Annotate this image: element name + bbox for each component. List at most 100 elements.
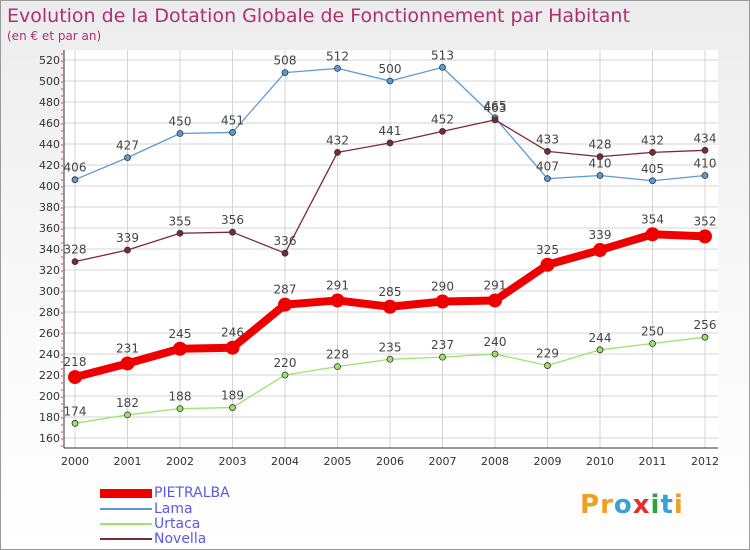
legend-item-novella: Novella [100, 531, 206, 547]
data-point [225, 340, 240, 355]
data-label: 240 [484, 335, 507, 349]
data-point [330, 293, 345, 308]
data-label: 432 [326, 133, 349, 147]
y-tick-label: 260 [39, 327, 60, 340]
data-label: 434 [694, 131, 717, 145]
data-point [596, 346, 604, 354]
data-label: 174 [64, 404, 87, 418]
data-point [71, 258, 79, 266]
y-tick-label: 480 [39, 96, 60, 109]
data-point [71, 176, 79, 184]
x-tick-label: 2006 [376, 455, 404, 468]
data-point [649, 177, 656, 185]
x-tick-label: 2009 [534, 455, 562, 468]
data-label: 406 [64, 161, 87, 175]
data-point [173, 341, 187, 356]
chart-subtitle: (en € et par an) [7, 29, 102, 43]
x-tick-label: 2007 [429, 455, 457, 468]
data-point [540, 257, 555, 272]
legend-label: Novella [154, 531, 207, 547]
data-point [229, 404, 236, 411]
data-label: 427 [116, 139, 139, 153]
legend-swatch [100, 508, 152, 510]
legend-swatch [100, 538, 152, 540]
data-point [281, 69, 289, 76]
data-point [334, 148, 341, 156]
data-label: 433 [536, 132, 559, 146]
data-point [386, 77, 394, 85]
logo-letter: t [660, 490, 674, 520]
data-label: 218 [64, 355, 87, 369]
data-label: 450 [169, 115, 192, 129]
x-tick-label: 2003 [219, 455, 247, 468]
x-tick-label: 2010 [586, 455, 614, 468]
data-label: 356 [221, 213, 244, 227]
logo-letter: r [600, 490, 614, 520]
data-label: 291 [484, 278, 507, 292]
legend-label: PIETRALBA [154, 485, 230, 501]
data-label: 182 [116, 396, 139, 410]
y-tick-label: 220 [39, 369, 60, 382]
data-point [386, 139, 394, 147]
y-tick-label: 280 [39, 306, 60, 319]
data-label: 336 [274, 234, 297, 248]
data-point [488, 293, 502, 308]
data-point [120, 356, 135, 371]
y-tick-label: 300 [39, 285, 60, 298]
x-tick-label: 2005 [324, 455, 352, 468]
data-label: 250 [641, 325, 664, 339]
data-point [176, 229, 184, 237]
legend-item-lama: Lama [100, 501, 193, 517]
data-point [701, 146, 709, 154]
data-point [491, 116, 499, 124]
data-label: 463 [484, 101, 507, 115]
data-point [124, 246, 131, 254]
data-label: 452 [431, 112, 454, 126]
y-tick-label: 320 [39, 264, 60, 277]
data-label: 465 [484, 99, 507, 113]
data-label: 407 [536, 160, 559, 174]
data-point [698, 229, 712, 244]
data-point [386, 355, 394, 363]
y-tick-label: 420 [39, 159, 60, 172]
data-label: 220 [274, 356, 297, 370]
y-tick-label: 520 [39, 54, 60, 67]
data-label: 285 [379, 285, 402, 299]
data-point [596, 172, 604, 179]
x-tick-label: 2011 [639, 455, 667, 468]
data-label: 451 [221, 113, 244, 127]
logo-letter: o [613, 490, 633, 520]
data-point [439, 127, 446, 135]
data-label: 235 [379, 340, 402, 354]
data-labels: 406 427 450 451 508 512 500 513 465 407 410 405 410 3… [64, 48, 717, 418]
data-point [229, 129, 236, 136]
data-point [71, 419, 79, 427]
y-tick-label: 400 [39, 180, 60, 193]
data-label: 291 [326, 278, 349, 292]
y-tick-label: 200 [39, 390, 60, 403]
x-tick-label: 2001 [114, 455, 142, 468]
y-tick-label: 240 [39, 348, 60, 361]
data-point [491, 350, 499, 358]
data-point [701, 333, 709, 341]
proxiti-logo: Proxiti [580, 490, 684, 520]
data-point [281, 371, 289, 379]
x-tick-label: 2012 [691, 455, 719, 468]
x-tick-label: 2000 [61, 455, 89, 468]
y-tick-label: 440 [39, 138, 60, 151]
data-label: 256 [694, 318, 717, 332]
y-tick-label: 500 [39, 75, 60, 88]
x-tick-label: 2008 [481, 455, 509, 468]
y-tick-label: 340 [39, 243, 60, 256]
data-point [334, 65, 341, 72]
data-label: 287 [274, 283, 297, 297]
x-tick-label: 2002 [166, 455, 194, 468]
data-point [649, 148, 656, 156]
y-tick-label: 380 [39, 201, 60, 214]
data-label: 328 [64, 243, 87, 257]
data-label: 228 [326, 348, 349, 362]
chart-title: Evolution de la Dotation Globale de Fonc… [7, 5, 630, 27]
data-label: 500 [379, 62, 402, 76]
data-point [439, 63, 446, 71]
data-label: 512 [326, 49, 349, 63]
